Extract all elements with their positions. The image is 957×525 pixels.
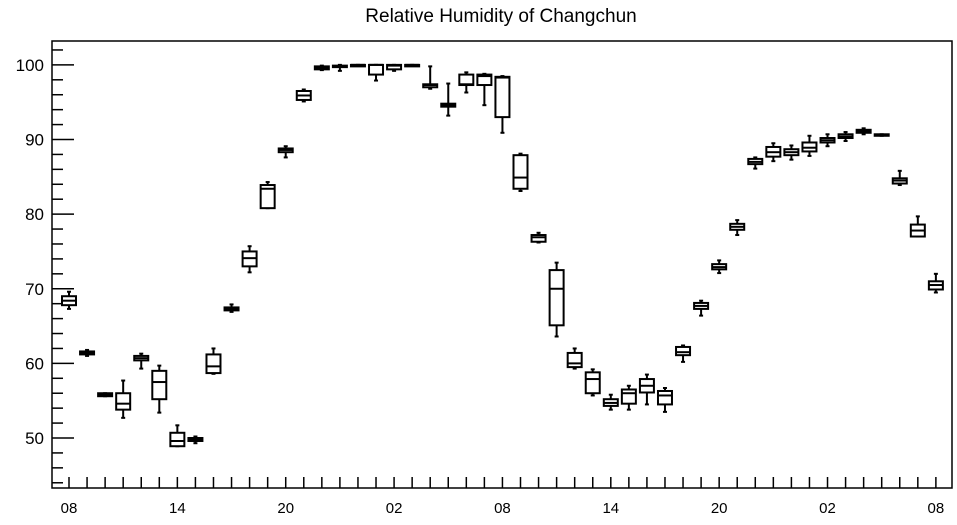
box-item xyxy=(638,373,655,406)
box-iqr xyxy=(259,184,276,210)
box-iqr xyxy=(368,63,385,76)
box-item xyxy=(494,75,511,134)
box-item xyxy=(97,392,114,398)
box-item xyxy=(783,144,800,161)
box-item xyxy=(295,88,312,103)
box-item xyxy=(693,299,710,317)
box-item xyxy=(656,387,673,413)
box-item xyxy=(386,63,403,72)
y-tick-label: 100 xyxy=(16,56,44,75)
box-item xyxy=(855,127,872,136)
chart-title: Relative Humidity of Changchun xyxy=(365,6,636,27)
box-item xyxy=(819,133,836,148)
box-item xyxy=(927,272,944,294)
x-tick-label: 08 xyxy=(61,500,78,517)
box-iqr xyxy=(512,154,529,190)
box-item xyxy=(873,133,890,137)
box-iqr xyxy=(205,353,222,375)
box-item xyxy=(241,245,258,274)
y-tick-label: 90 xyxy=(25,131,44,150)
box-item xyxy=(422,65,439,90)
box-item xyxy=(277,145,294,159)
box-item xyxy=(349,63,366,68)
box-item xyxy=(259,181,276,210)
box-iqr xyxy=(566,351,583,369)
box-iqr xyxy=(494,75,511,119)
x-tick-label: 14 xyxy=(602,500,619,517)
box-item xyxy=(837,131,854,142)
box-series xyxy=(61,63,944,448)
y-tick-label: 70 xyxy=(25,280,44,299)
box-item xyxy=(169,424,186,448)
box-item xyxy=(476,72,493,107)
box-item xyxy=(530,231,547,244)
box-item xyxy=(620,384,637,411)
box-item xyxy=(404,63,421,68)
box-iqr xyxy=(675,345,692,357)
box-iqr xyxy=(620,388,637,405)
x-tick-label: 20 xyxy=(277,500,294,517)
x-tick-label: 20 xyxy=(711,500,728,517)
box-item xyxy=(909,215,926,238)
y-tick-label: 50 xyxy=(25,429,44,448)
x-tick-label: 08 xyxy=(494,500,511,517)
box-item xyxy=(115,379,132,419)
box-item xyxy=(223,303,240,313)
box-iqr xyxy=(169,431,186,448)
box-item xyxy=(711,259,728,275)
box-item xyxy=(331,63,348,72)
box-item xyxy=(440,82,457,117)
box-item xyxy=(548,261,565,338)
box-item xyxy=(891,169,908,187)
box-item xyxy=(313,64,330,72)
box-item xyxy=(584,368,601,397)
box-item xyxy=(747,156,764,170)
x-tick-label: 14 xyxy=(169,500,186,517)
x-axis: 08 14 20 02 08 14 20 02 08 xyxy=(61,477,945,517)
box-iqr xyxy=(584,371,601,395)
x-tick-label: 02 xyxy=(386,500,403,517)
box-iqr xyxy=(476,73,493,87)
box-item xyxy=(602,393,619,411)
x-tick-label: 08 xyxy=(928,500,945,517)
box-iqr xyxy=(548,269,565,327)
box-item xyxy=(368,63,385,82)
box-item xyxy=(79,348,96,357)
box-item xyxy=(133,352,150,370)
box-item xyxy=(458,71,475,94)
y-tick-label: 80 xyxy=(25,205,44,224)
box-item xyxy=(729,219,746,237)
box-item xyxy=(675,344,692,363)
box-iqr xyxy=(115,392,132,411)
box-item xyxy=(205,347,222,375)
box-item xyxy=(566,347,583,370)
box-item xyxy=(801,134,818,157)
box-item xyxy=(151,364,168,414)
box-item xyxy=(765,142,782,163)
x-tick-label: 02 xyxy=(819,500,836,517)
box-item xyxy=(61,290,77,310)
y-axis: 50 60 70 80 90 100 xyxy=(16,49,74,484)
y-tick-label: 60 xyxy=(25,354,44,373)
box-iqr xyxy=(151,369,168,401)
box-iqr xyxy=(656,389,673,406)
box-item xyxy=(512,152,529,192)
box-item xyxy=(187,435,204,445)
box-iqr xyxy=(530,234,547,243)
